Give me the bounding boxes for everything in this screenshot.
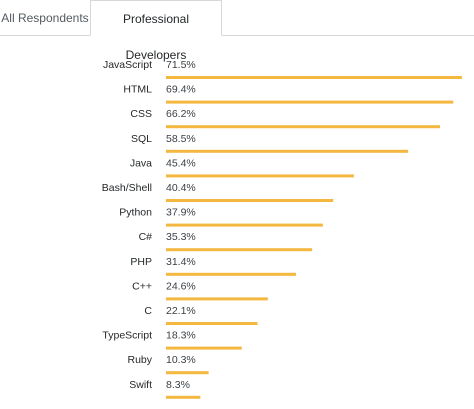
value-label: 10.3%	[166, 354, 196, 366]
bar-row: Bash/Shell 40.4%	[102, 182, 334, 202]
bar-row: HTML 69.4%	[123, 84, 454, 104]
bar-row: C# 35.3%	[139, 231, 313, 252]
bar	[166, 297, 268, 301]
value-label: 22.1%	[166, 305, 196, 317]
bar	[166, 174, 354, 178]
value-label: 45.4%	[166, 157, 196, 169]
bar-row: SQL 58.5%	[131, 133, 409, 153]
category-label: HTML	[123, 84, 152, 96]
value-label: 71.5%	[166, 59, 196, 71]
value-label: 69.4%	[166, 84, 196, 96]
bar	[166, 149, 409, 153]
bar-row: JavaScript 71.5%	[103, 59, 462, 79]
bar	[166, 76, 462, 79]
category-label: C	[144, 305, 152, 317]
bar	[166, 100, 454, 104]
value-label: 40.4%	[166, 182, 196, 194]
respondent-tabs: All Respondents Professional Developers	[0, 0, 474, 62]
bar	[166, 395, 201, 399]
value-label: 58.5%	[166, 133, 196, 145]
category-label: C#	[139, 231, 153, 243]
value-label: 66.2%	[166, 108, 196, 120]
value-label: 24.6%	[166, 280, 196, 292]
category-label: CSS	[130, 108, 152, 120]
bar	[166, 322, 258, 325]
bar	[166, 248, 313, 252]
category-label: Swift	[129, 379, 152, 391]
bar-row: Ruby 10.3%	[127, 354, 209, 375]
category-label: PHP	[130, 256, 152, 268]
bar	[166, 199, 334, 202]
category-label: Java	[130, 157, 152, 169]
category-label: Ruby	[127, 354, 152, 366]
bar-row: Python 37.9%	[119, 207, 323, 227]
bar-row: CSS 66.2%	[130, 108, 440, 129]
bar	[166, 125, 440, 129]
value-label: 18.3%	[166, 330, 196, 342]
category-label: TypeScript	[102, 330, 152, 342]
tab-professional-developers[interactable]: Professional Developers	[90, 0, 222, 62]
category-label: Bash/Shell	[102, 182, 152, 194]
bar-row: PHP 31.4%	[130, 256, 296, 276]
bar-row: Java 45.4%	[130, 157, 354, 178]
value-label: 35.3%	[166, 231, 196, 243]
category-label: C++	[132, 280, 152, 292]
category-label: SQL	[131, 133, 152, 145]
bar-row: C++ 24.6%	[132, 280, 268, 301]
language-bar-chart: JavaScript 71.5% HTML 69.4% CSS 66.2% SQL 58.5%…	[102, 59, 462, 399]
bar-row: Swift 8.3%	[129, 379, 201, 399]
category-label: Python	[119, 207, 152, 219]
value-label: 31.4%	[166, 256, 196, 268]
tab-all-respondents[interactable]: All Respondents	[1, 11, 89, 25]
bar-row: TypeScript 18.3%	[102, 330, 242, 350]
bar-row: C 22.1%	[144, 305, 258, 325]
bar	[166, 223, 323, 227]
value-label: 37.9%	[166, 207, 196, 219]
category-label: JavaScript	[103, 59, 152, 71]
bar	[166, 272, 296, 276]
bar	[166, 371, 209, 375]
tab-divider	[0, 35, 474, 36]
bar	[166, 346, 242, 350]
value-label: 8.3%	[166, 379, 190, 391]
